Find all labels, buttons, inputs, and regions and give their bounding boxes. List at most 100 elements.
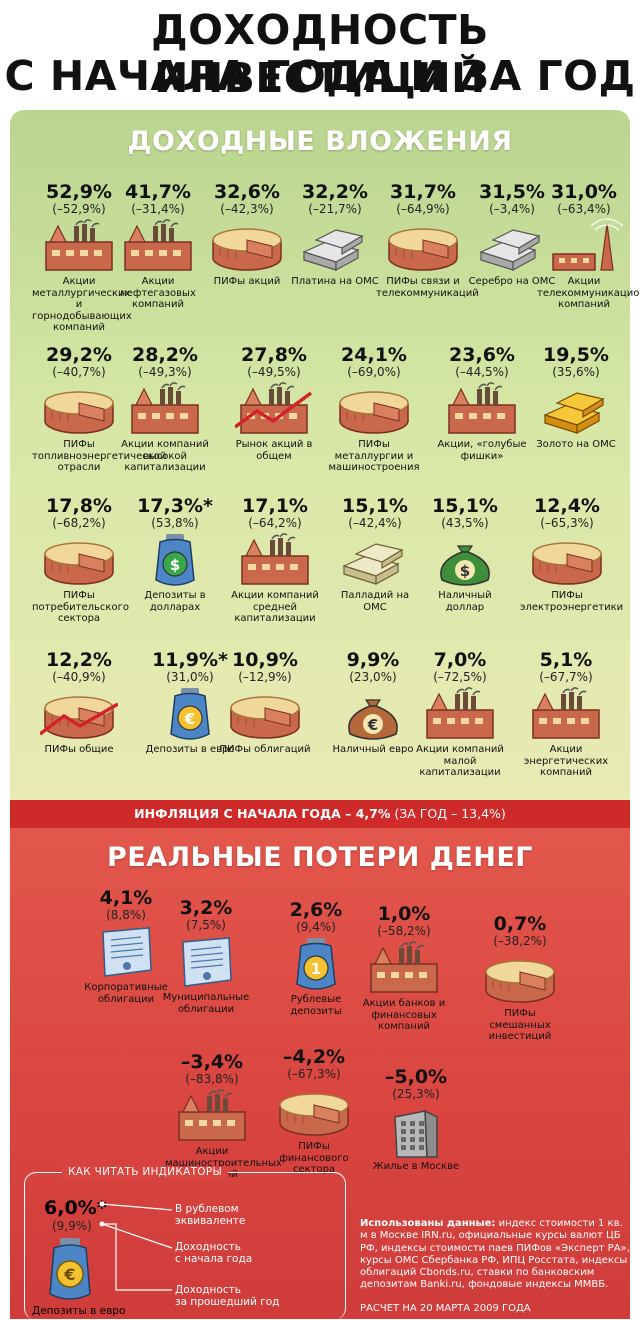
- yoy-value: (–38,2%): [493, 934, 547, 948]
- indicator-label: ПИФы металлургии и машиностроения: [328, 439, 420, 473]
- tower-icon: [552, 218, 623, 271]
- yoy-value: (–49,5%): [247, 365, 301, 379]
- yoy-value: (25,3%): [392, 1087, 440, 1101]
- indicator-item: 12,2% (–40,9%) ПИФы общие: [32, 650, 126, 756]
- indicator-item: 12,4% (–65,3%) ПИФы электроэнергетики: [520, 495, 623, 613]
- ytd-value: 17,3%*: [137, 495, 213, 517]
- indicator-item: 17,3%* (53,8%) $ Депозиты в долларах: [128, 496, 222, 613]
- yoy-value: (8,8%): [106, 908, 146, 922]
- building-icon: [394, 1109, 438, 1158]
- yoy-value: (–64,9%): [396, 202, 450, 216]
- ytd-value: 0,7%: [493, 913, 547, 935]
- yoy-value: (23,0%): [349, 670, 397, 684]
- indicator-label: Депозиты в евро: [145, 744, 235, 755]
- pie-icon: [339, 391, 409, 434]
- gainers-title: ДОХОДНЫЕ ВЛОЖЕНИЯ: [127, 126, 513, 157]
- indicator-item: 52,9% (–52,9%) Акции металлургических и …: [32, 182, 132, 334]
- inflation-ytd: ИНФЛЯЦИЯ С НАЧАЛА ГОДА – 4,7%: [134, 806, 391, 821]
- ytd-value: 41,7%: [125, 181, 191, 203]
- legend-connectors: [99, 1201, 173, 1291]
- euro-jar-icon: €: [49, 1238, 91, 1300]
- yoy-value: (–67,7%): [539, 670, 593, 684]
- pie-icon: [212, 228, 282, 271]
- indicator-label: Золото на ОМС: [536, 439, 616, 450]
- ytd-value: 27,8%: [241, 344, 307, 366]
- ytd-value: 31,5%: [479, 181, 545, 203]
- svg-text:$: $: [460, 562, 470, 580]
- legend-note-ytd: Доходность с начала года: [175, 1241, 253, 1265]
- indicator-item: 17,1% (–64,2%) Акции компаний средней ка…: [228, 496, 322, 625]
- yoy-value: (–63,4%): [557, 202, 611, 216]
- indicator-item: –4,2% (–67,3%) ПИФы финансового сектора: [267, 1047, 361, 1176]
- factory-icon: [241, 533, 309, 585]
- indicator-label: Акции телекоммуникационных компаний: [537, 276, 640, 310]
- ytd-value: 17,1%: [242, 495, 308, 517]
- indicator-item: 24,1% (–69,0%) ПИФы металлургии и машино…: [327, 345, 421, 474]
- indicator-label: Жилье в Москве: [372, 1161, 460, 1172]
- factory-icon: [178, 1089, 246, 1141]
- pie-icon: [230, 696, 300, 739]
- indicator-label: Наличный доллар: [438, 590, 492, 613]
- factory-icon: [45, 219, 113, 271]
- indicator-label: Акции энергетических компаний: [523, 744, 609, 778]
- svg-text:1: 1: [311, 960, 321, 978]
- indicator-label: Акции банков и финансовых компаний: [362, 998, 446, 1032]
- yoy-value: (53,8%): [151, 516, 199, 530]
- indicator-label: Серебро на ОМС: [468, 276, 556, 287]
- indicator-label: ПИФы финансового сектора: [279, 1141, 349, 1175]
- ytd-value: 11,9%*: [152, 649, 228, 671]
- ytd-value: 31,7%: [390, 181, 456, 203]
- indicator-label: Акции нефтегазовых компаний: [120, 276, 196, 310]
- ytd-value: 15,1%: [432, 495, 498, 517]
- ytd-value: 1,0%: [377, 903, 431, 925]
- svg-text:€: €: [367, 716, 378, 734]
- ytd-value: 5,1%: [539, 649, 593, 671]
- indicator-item: 17,8% (–68,2%) ПИФы потребительского сек…: [32, 496, 129, 625]
- ytd-value: 31,0%: [551, 181, 617, 203]
- yoy-value: (–42,3%): [220, 202, 274, 216]
- yoy-value: (–58,2%): [377, 924, 431, 938]
- silver-bars-icon: [479, 229, 541, 272]
- indicator-item: 27,8% (–49,5%) Рынок акций в общем: [227, 345, 321, 462]
- ytd-value: 15,1%: [342, 495, 408, 517]
- indicator-label: ПИФы общие: [44, 744, 114, 755]
- legend-note-ruble: В рублевом эквиваленте: [175, 1203, 246, 1227]
- indicator-item: 3,2% (7,5%) Муниципальные облигации: [159, 898, 253, 1015]
- ytd-value: 9,9%: [346, 649, 400, 671]
- indicator-label: ПИФы облигаций: [219, 744, 311, 755]
- yoy-value: (–52,9%): [52, 202, 106, 216]
- indicator-label: Корпоративные облигации: [84, 982, 168, 1005]
- yoy-value: (–42,4%): [348, 516, 402, 530]
- pie-icon: [44, 542, 114, 585]
- indicator-item: –3,4% (–83,8%) Акции машиностроительных …: [165, 1052, 282, 1181]
- yoy-value: (–68,2%): [52, 516, 106, 530]
- pie-icon: [532, 542, 602, 585]
- indicator-item: 32,6% (–42,3%) ПИФы акций: [200, 182, 294, 288]
- pie-icon: [279, 1093, 349, 1136]
- indicator-item: 19,5% (35,6%) Золото на ОМС: [529, 345, 623, 451]
- yoy-value: (–69,0%): [347, 365, 401, 379]
- indicator-item: –5,0% (25,3%) Жилье в Москве: [369, 1067, 463, 1173]
- yoy-value: (–40,9%): [52, 670, 106, 684]
- indicator-item: 32,2% (–21,7%) Платина на ОМС: [288, 182, 382, 288]
- indicator-item: 31,7% (–64,9%) ПИФы связи и телекоммуник…: [376, 181, 479, 299]
- euro-bag-icon: €: [348, 699, 398, 740]
- inflation-bar: ИНФЛЯЦИЯ С НАЧАЛА ГОДА – 4,7% (ЗА ГОД – …: [10, 800, 630, 828]
- yoy-value: (43,5%): [441, 516, 489, 530]
- indicator-label: Муниципальные облигации: [162, 992, 250, 1015]
- yoy-value: (–67,3%): [287, 1067, 341, 1081]
- indicator-item: 7,0% (–72,5%) Акции компаний малой капит…: [413, 650, 507, 779]
- indicator-item: 31,0% (–63,4%) Акции телекоммуникационны…: [537, 181, 640, 311]
- indicator-label: Платина на ОМС: [291, 276, 379, 287]
- legend-example-value: 6,0%*: [44, 1197, 107, 1219]
- factory-icon: [426, 687, 494, 739]
- legend-example-year: (9,9%): [52, 1219, 92, 1233]
- indicator-item: 31,5% (–3,4%) Серебро на ОМС: [465, 182, 559, 288]
- ytd-value: 12,4%: [534, 495, 600, 517]
- yoy-value: (–65,3%): [540, 516, 594, 530]
- svg-text:€: €: [63, 1265, 75, 1284]
- euro-jar-icon: €: [170, 688, 210, 740]
- indicator-label: ПИФы топливноэнергетической отрасли: [32, 439, 167, 473]
- page-title-line2: С НАЧАЛА ГОДА И ЗА ГОД: [4, 52, 636, 100]
- indicator-label: Рублевые депозиты: [290, 994, 342, 1017]
